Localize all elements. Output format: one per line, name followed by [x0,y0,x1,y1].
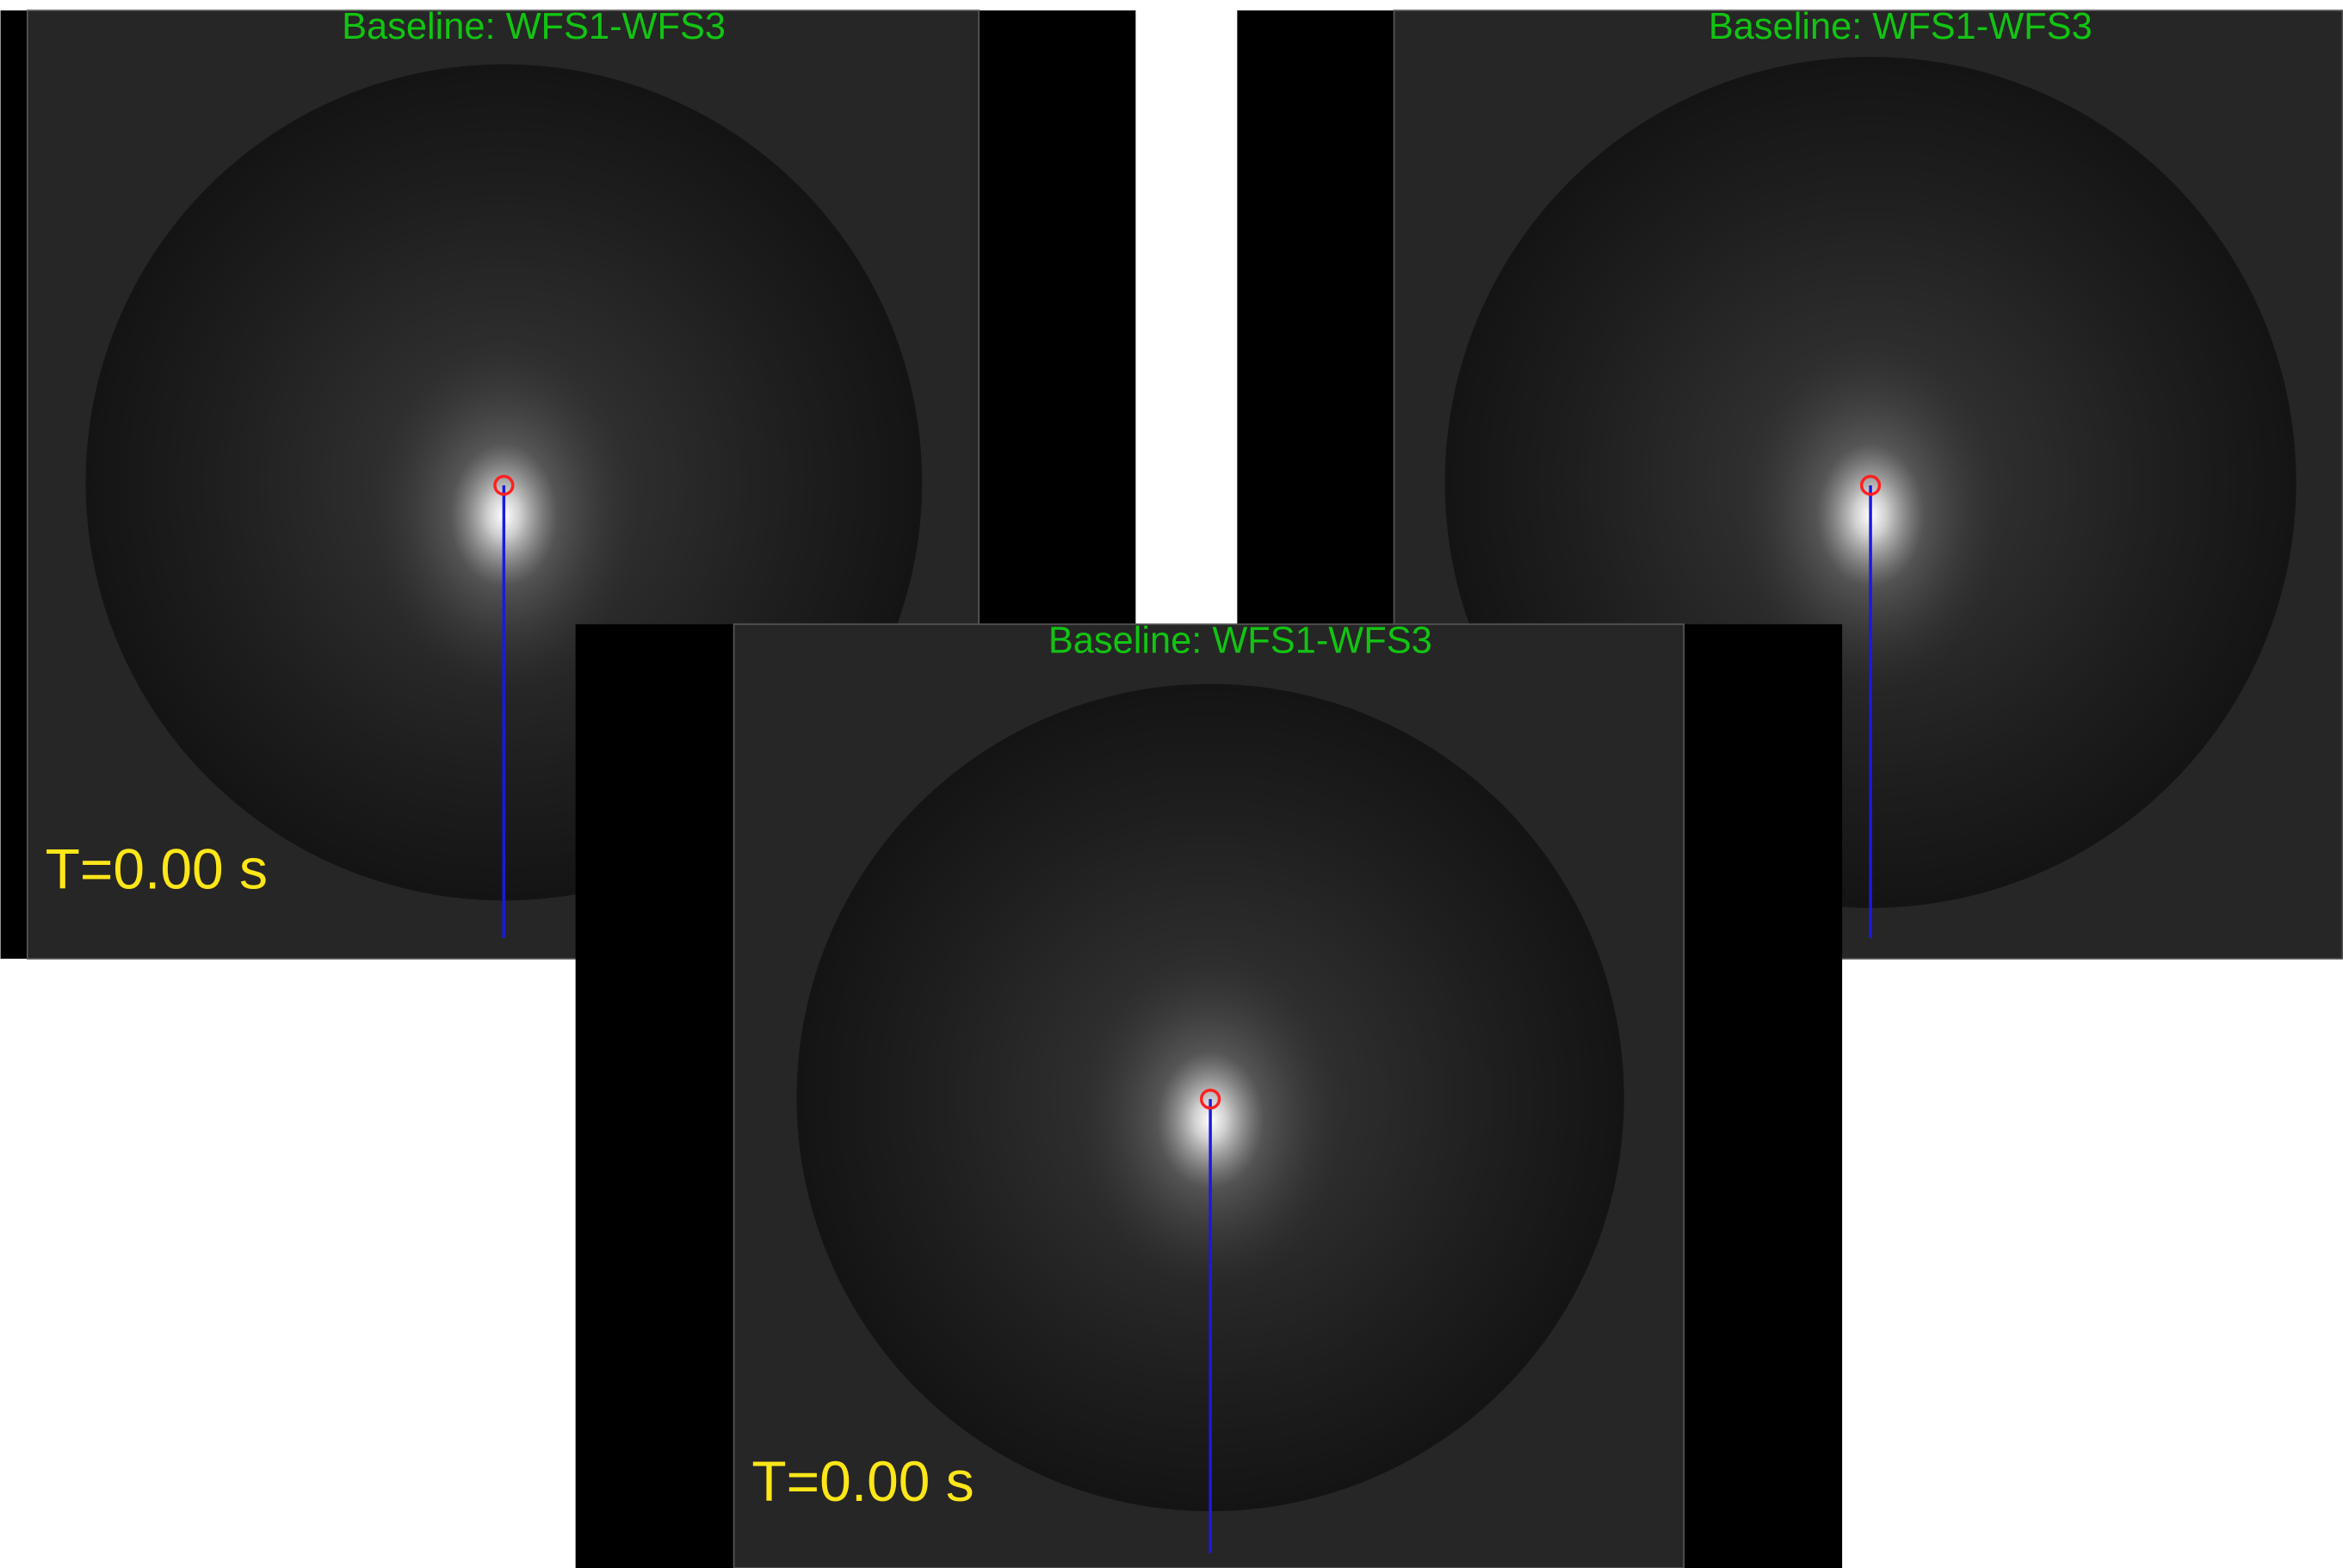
panel: Baseline: WFS1-WFS3 T=0.00 s [575,620,1843,1568]
panel-title: Baseline: WFS1-WFS3 [342,6,726,47]
time-label: T=0.00 s [751,1449,974,1513]
panel-title: Baseline: WFS1-WFS3 [1048,620,1432,661]
centroid-marker [1199,1088,1221,1110]
centroid-marker [493,474,515,497]
panel-title: Baseline: WFS1-WFS3 [1709,6,2093,47]
time-label: T=0.00 s [46,836,268,900]
centroid-marker [1859,474,1882,497]
